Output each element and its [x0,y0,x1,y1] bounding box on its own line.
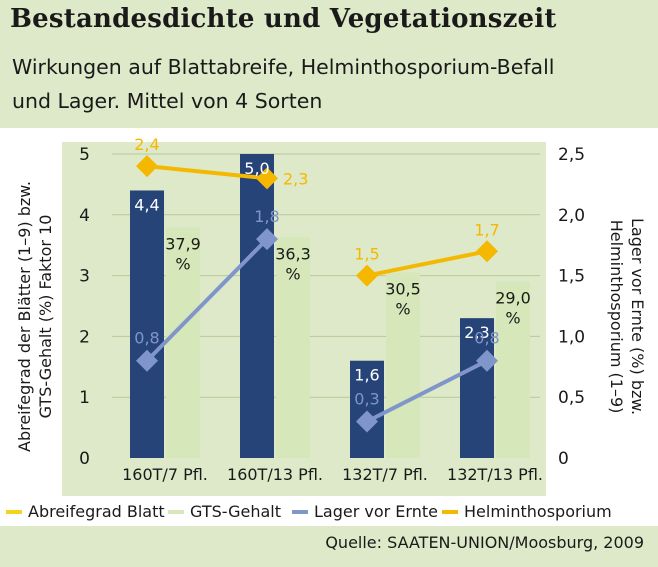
y-right-tick-label: 1,0 [558,327,585,347]
bar-label-abreifegrad: 4,4 [134,195,159,214]
lines [136,155,498,433]
bar-abreifegrad [350,360,384,458]
point-label-lager: 0,8 [474,329,499,348]
bar-gts [276,237,310,458]
bar-label-abreifegrad: 2,3 [464,323,489,342]
bars [130,154,530,459]
chart-title: Bestandesdichte und Vegetationszeit [10,4,557,34]
y-left-tick-label: 0 [79,449,90,469]
legend-item-abreifegrad: Abreifegrad Blatt [6,501,165,523]
y-right-tick-label: 0,5 [558,388,585,408]
x-category-label: 132T/7 Pfl. [342,465,428,484]
subtitle-line-1: Wirkungen auf Blattabreife, Helminthospo… [12,55,555,79]
point-label-lager: 0,3 [354,390,379,409]
bar-label-gts: 37,9% [165,235,201,274]
bar-abreifegrad [240,154,274,458]
legend-item-gts: GTS-Gehalt [168,501,281,523]
point-label-lager: 0,8 [134,329,159,348]
marker-lager [256,228,278,251]
legend-label-lager: Lager vor Ernte [314,502,438,521]
bar-label-gts-part: % [285,264,300,283]
marker-lager [476,349,498,372]
y-left-tick-label: 4 [79,206,90,226]
chart-svg: 4,45,01,62,337,9 %36,3 %30,5 %29,0 %0,81,80,… [62,135,585,496]
bar-label-abreifegrad: 5,0 [244,159,269,178]
bar-label-gts-part: 29,0 [495,289,531,308]
bar-abreifegrad [130,190,164,459]
y-axis-left-label: Abreifegrad der Blätter (1–9) bzw. GTS-G… [14,180,56,451]
x-category-label: 132T/13 Pfl. [447,465,543,484]
legend-swatch-gts [168,509,184,514]
legend: Abreifegrad Blatt GTS-Gehalt Lager vor E… [0,496,658,526]
bar-label-gts: 30,5% [385,280,421,319]
bar-gts [166,227,200,458]
subtitle-line-2: und Lager. Mittel von 4 Sorten [12,89,323,113]
line-segment-lager [145,237,269,363]
marker-helminthosporium [356,264,378,287]
bar-gts [496,281,530,458]
chart-panel: 4,4 5,0 1,6 2,3 37,9% 36,3% 30,5% 29,0% 0,8 1,8 0,… [0,128,658,496]
y-right-tick-label: 2,5 [558,145,585,165]
line-segment-helminthosporium [366,249,488,278]
y-left-tick-label: 2 [79,327,90,347]
y-right-tick-label: 2,0 [558,206,585,226]
y-axis-right-label-line-1: Lager vor Ernte (%) bzw. [628,217,647,415]
bar-label-gts-part: 30,5 [385,280,421,299]
line-segment-lager [366,358,488,424]
bar-label-gts-part: % [395,300,410,319]
bar-label-gts: 29,0% [495,289,531,328]
y-left-tick-label: 1 [79,388,90,408]
chart-subtitle: Wirkungen auf Blattabreife, Helminthospo… [12,50,652,118]
y-right-tick-label: 1,5 [558,267,585,287]
legend-item-helminthosporium: Helminthosporium [442,501,612,523]
point-label-helminthosporium: 1,7 [474,220,499,239]
point-label-helminthosporium: 1,5 [354,245,379,264]
y-axis-left-label-line-1: Abreifegrad der Blätter (1–9) bzw. [15,180,34,452]
bar-label-abreifegrad: 1,6 [354,366,379,385]
bar-label-gts-part: % [175,255,190,274]
data-labels: 4,45,01,62,337,9 %36,3 %30,5 %29,0 %0,81,80,… [134,135,531,408]
bar-gts [386,272,420,458]
bar-abreifegrad [460,318,494,458]
point-label-helminthosporium: 2,3 [283,169,308,188]
legend-label-gts: GTS-Gehalt [190,502,282,521]
point-label-lager: 1,8 [254,207,279,226]
source-note: Quelle: SAATEN-UNION/Moosburg, 2009 [325,533,644,552]
legend-swatch-helminthosporium [442,509,458,514]
point-label-helminthosporium: 2,4 [134,135,159,154]
y-axis-left-label-line-2: GTS-Gehalt (%) Faktor 10 [36,214,55,418]
bar-label-gts-part: 37,9 [165,235,201,254]
marker-helminthosporium [256,167,278,190]
bar-label-gts-part: % [505,309,520,328]
bar-label-gts-part: 36,3 [275,244,311,263]
legend-label-helminthosporium: Helminthosporium [464,502,612,521]
marker-helminthosporium [136,155,158,178]
tick-labels: 0 1 2 3 4 5 0 0,5 1,0 1,5 2,0 2,5 160T/7 Pfl. 160T/13… [79,145,585,484]
y-axis-right-label: Lager vor Ernte (%) bzw. Helminthosporiu… [606,218,648,415]
bar-label-gts: 36,3% [275,244,311,283]
y-right-tick-label: 0 [558,449,569,469]
legend-swatch-abreifegrad [6,509,22,514]
marker-lager [356,410,378,433]
x-category-label: 160T/13 Pfl. [227,465,323,484]
y-axis-right-label-line-2: Helminthosporium (1–9) [607,219,626,413]
marker-lager [136,349,158,372]
line-segment-helminthosporium [146,164,268,181]
legend-label-abreifegrad: Abreifegrad Blatt [28,502,165,521]
legend-swatch-lager [292,509,308,514]
marker-helminthosporium [476,240,498,263]
y-left-tick-label: 3 [79,267,90,287]
y-left-tick-label: 5 [79,145,90,165]
x-category-label: 160T/7 Pfl. [122,465,208,484]
legend-item-lager: Lager vor Ernte [292,501,438,523]
